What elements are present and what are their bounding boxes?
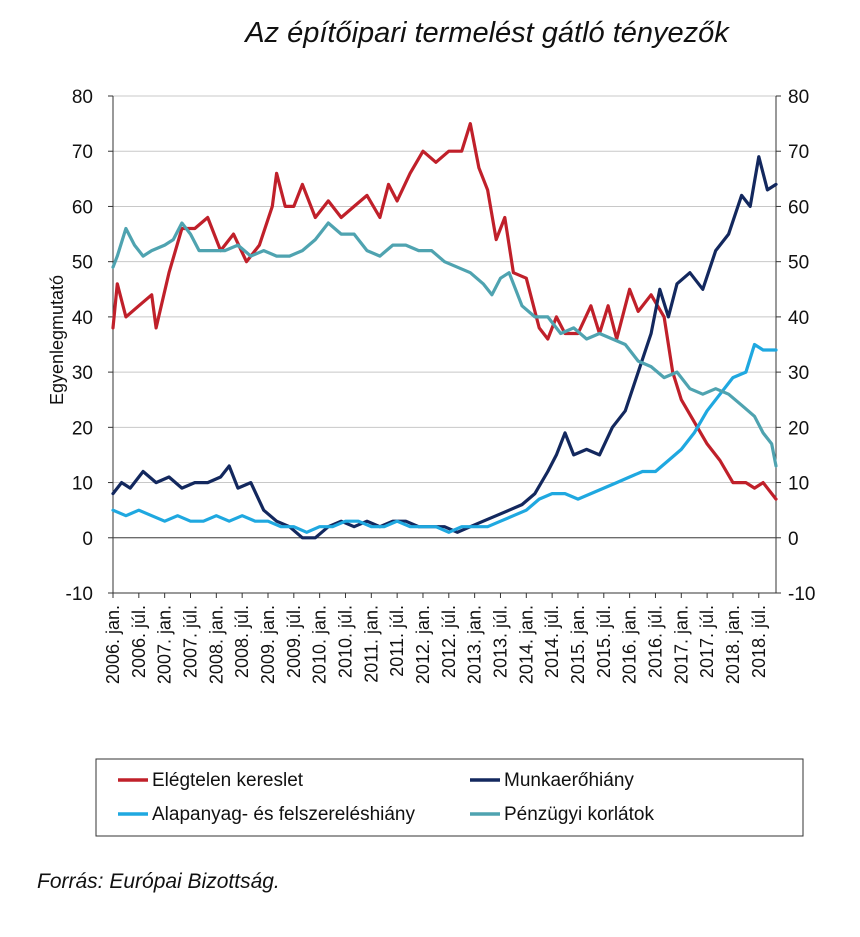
y-tick-label-right: 0 <box>788 529 799 550</box>
x-tick-label: 2009. jan. <box>258 605 278 684</box>
y-tick-label-right: 60 <box>788 197 809 218</box>
y-tick-label-right: 30 <box>788 363 809 384</box>
y-tick-label-right: 70 <box>788 142 809 163</box>
x-tick-label: 2008. júl. <box>232 605 252 678</box>
series-line-2 <box>111 155 778 540</box>
y-tick-label-left: 20 <box>72 418 93 439</box>
x-tick-label: 2015. jan. <box>568 605 588 684</box>
series-lines <box>111 122 778 540</box>
x-tick-label: 2006. jan. <box>103 605 123 684</box>
x-tick-label: 2011. júl. <box>387 605 407 677</box>
y-tick-label-left: 10 <box>72 474 93 495</box>
x-tick-label: 2018. jan. <box>723 605 743 684</box>
y-tick-label-left: 80 <box>72 87 93 108</box>
series-line-1 <box>111 122 778 501</box>
x-tick-label: 2011. jan. <box>361 605 381 683</box>
series-line-3 <box>111 342 778 534</box>
y-tick-label-left: 60 <box>72 197 93 218</box>
y-axis-left: -10 0 10 20 30 40 50 60 70 80 <box>66 87 114 605</box>
x-tick-label: 2015. júl. <box>594 605 614 678</box>
x-tick-label: 2010. júl. <box>335 605 355 678</box>
y-tick-label-right: 20 <box>788 418 809 439</box>
x-tick-label: 2010. jan. <box>310 605 330 684</box>
y-tick-label-right: 50 <box>788 253 809 274</box>
x-tick-label: 2012. jan. <box>413 605 433 684</box>
y-tick-label-right: 80 <box>788 87 809 108</box>
y-tick-label-left: 50 <box>72 253 93 274</box>
legend-label-1: Elégtelen kereslet <box>152 770 304 791</box>
x-tick-label: 2006. júl. <box>129 605 149 678</box>
y-tick-label-right: 10 <box>788 474 809 495</box>
y-tick-label-right: 40 <box>788 308 809 329</box>
x-tick-label: 2014. júl. <box>542 605 562 678</box>
x-tick-label: 2012. júl. <box>439 605 459 678</box>
y-tick-label-left: 40 <box>72 308 93 329</box>
x-tick-label: 2014. jan. <box>516 605 536 684</box>
x-tick-label: 2018. júl. <box>749 605 769 678</box>
legend-label-3: Alapanyag- és felszereléshiány <box>152 804 415 825</box>
x-tick-label: 2008. jan. <box>206 605 226 684</box>
source-note: Forrás: Európai Bizottság. <box>37 870 280 893</box>
x-axis: 2006. jan. 2006. júl. 2007. jan. 2007. júl.… <box>103 537 776 684</box>
x-tick-label: 2009. júl. <box>284 605 304 678</box>
x-tick-label: 2007. jan. <box>155 605 175 684</box>
y-tick-label-left: 0 <box>82 529 93 550</box>
legend-label-4: Pénzügyi korlátok <box>504 804 654 825</box>
y-tick-label-left: -10 <box>66 584 93 605</box>
x-tick-label: 2016. júl. <box>645 605 665 678</box>
x-tick-label: 2017. júl. <box>697 605 717 678</box>
x-tick-label: 2007. júl. <box>180 605 200 678</box>
legend-box <box>95 758 804 837</box>
y-axis-label: Egyenlegmutató <box>47 275 67 405</box>
x-tick-label: 2013. jan. <box>465 605 485 684</box>
y-tick-label-left: 30 <box>72 363 93 384</box>
chart-title: Az építőipari termelést gátló tényezők <box>243 17 730 49</box>
x-tick-label: 2017. jan. <box>671 605 691 684</box>
y-tick-label-right: -10 <box>788 584 815 605</box>
legend: Elégtelen kereslet Munkaerőhiány Alapanyag… <box>95 758 804 837</box>
legend-label-2: Munkaerőhiány <box>504 770 634 791</box>
series-line-4 <box>111 221 778 468</box>
y-axis-right: -10 0 10 20 30 40 50 60 70 80 <box>775 87 815 605</box>
x-tick-label: 2016. jan. <box>620 605 640 684</box>
y-tick-label-left: 70 <box>72 142 93 163</box>
x-tick-label: 2013. júl. <box>490 605 510 678</box>
